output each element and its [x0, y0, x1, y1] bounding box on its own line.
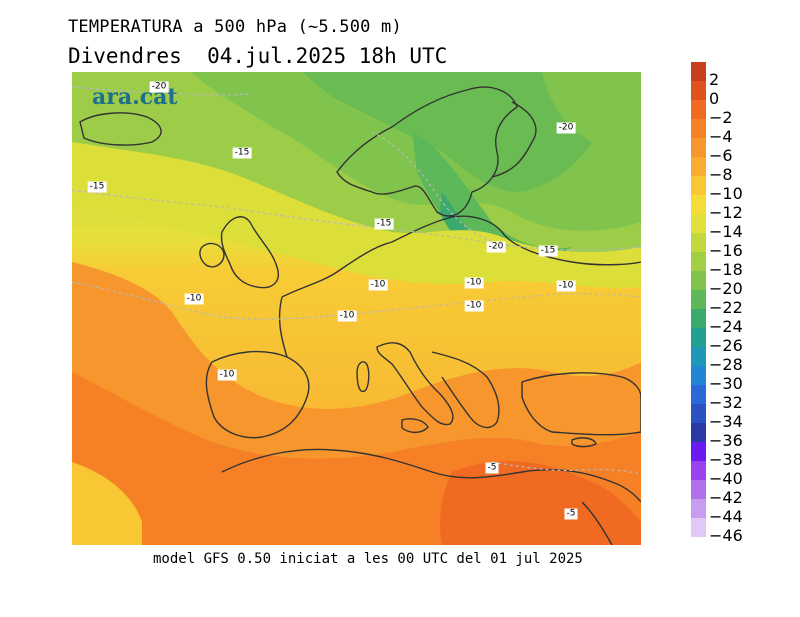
temperature-field: [72, 72, 641, 545]
contour-label: -10: [464, 300, 484, 312]
temperature-map: ara.cat -20 -20 -15 -15 -15 -20 -15 -10 …: [72, 72, 641, 545]
colorbar-swatch: [691, 366, 706, 385]
contour-label: -20: [556, 122, 576, 134]
colorbar-swatch: [691, 499, 706, 518]
colorbar-swatch: [691, 461, 706, 480]
contour-label: -10: [556, 280, 576, 292]
colorbar-swatch: [691, 138, 706, 157]
colorbar-label: −6: [709, 146, 733, 165]
colorbar-swatch: [691, 214, 706, 233]
colorbar-label: −38: [709, 450, 743, 469]
contour-label: -5: [485, 462, 499, 474]
contour-label: -5: [564, 508, 578, 520]
colorbar-label: −10: [709, 184, 743, 203]
colorbar-label: −30: [709, 374, 743, 393]
contour-label: -15: [538, 245, 558, 257]
colorbar-swatch: [691, 480, 706, 499]
colorbar-label: 2: [709, 70, 720, 89]
colorbar-label: 0: [709, 89, 720, 108]
colorbar-label: −22: [709, 298, 743, 317]
contour-label: -15: [374, 218, 394, 230]
contour-label: -15: [87, 181, 107, 193]
colorbar-swatch: [691, 252, 706, 271]
colorbar-label: −34: [709, 412, 743, 431]
colorbar-swatch: [691, 195, 706, 214]
colorbar-swatch: [691, 518, 706, 537]
colorbar-swatch: [691, 157, 706, 176]
colorbar-label: −12: [709, 203, 743, 222]
colorbar-label: −4: [709, 127, 733, 146]
contour-label: -20: [149, 81, 169, 93]
colorbar-label: −28: [709, 355, 743, 374]
map-title: TEMPERATURA a 500 hPa (~5.500 m): [68, 17, 402, 37]
colorbar-label: −20: [709, 279, 743, 298]
colorbar-label: −2: [709, 108, 733, 127]
colorbar-swatch: [691, 385, 706, 404]
colorbar-swatch: [691, 442, 706, 461]
contour-label: -10: [464, 277, 484, 289]
colorbar-swatch: [691, 271, 706, 290]
colorbar-swatch: [691, 290, 706, 309]
colorbar-swatch: [691, 119, 706, 138]
colorbar-label: −18: [709, 260, 743, 279]
colorbar-swatch: [691, 347, 706, 366]
colorbar-label: −36: [709, 431, 743, 450]
colorbar-label: −24: [709, 317, 743, 336]
colorbar-label: −16: [709, 241, 743, 260]
contour-label: -10: [368, 279, 388, 291]
model-info: model GFS 0.50 iniciat a les 00 UTC del …: [153, 551, 583, 567]
colorbar-label: −8: [709, 165, 733, 184]
map-subtitle: Divendres 04.jul.2025 18h UTC: [68, 44, 448, 68]
colorbar-swatch: [691, 100, 706, 119]
colorbar-swatch: [691, 62, 706, 81]
colorbar-swatch: [691, 233, 706, 252]
colorbar: [691, 62, 706, 537]
colorbar-swatch: [691, 328, 706, 347]
contour-label: -10: [337, 310, 357, 322]
colorbar-label: −44: [709, 507, 743, 526]
colorbar-label: −42: [709, 488, 743, 507]
contour-label: -10: [184, 293, 204, 305]
colorbar-label: −40: [709, 469, 743, 488]
colorbar-swatch: [691, 309, 706, 328]
colorbar-label: −26: [709, 336, 743, 355]
contour-label: -10: [217, 369, 237, 381]
colorbar-label: −32: [709, 393, 743, 412]
colorbar-swatch: [691, 404, 706, 423]
contour-label: -20: [486, 241, 506, 253]
colorbar-swatch: [691, 423, 706, 442]
colorbar-label: −46: [709, 526, 743, 545]
colorbar-label: −14: [709, 222, 743, 241]
colorbar-swatch: [691, 81, 706, 100]
contour-label: -15: [232, 147, 252, 159]
colorbar-swatch: [691, 176, 706, 195]
